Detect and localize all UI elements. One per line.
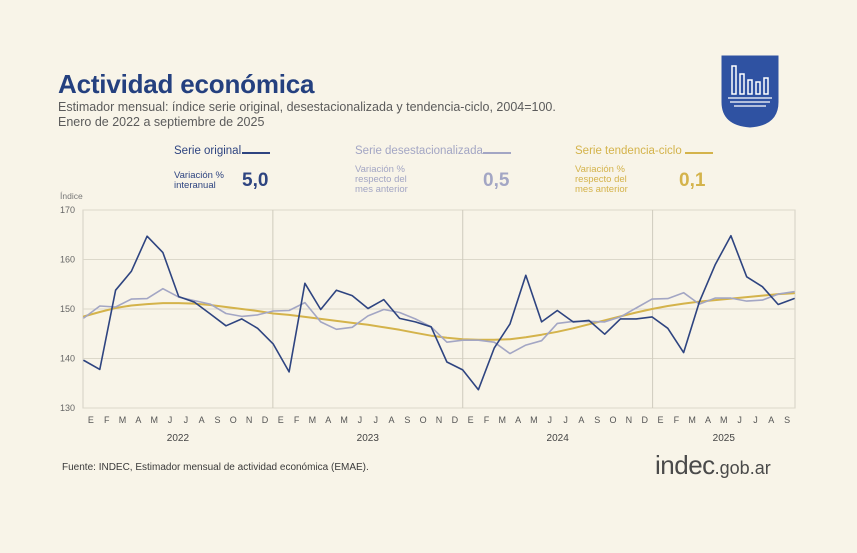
x-tick-label: J [168, 415, 173, 425]
plot-frame [82, 209, 796, 409]
legend-tendencia-desc: Variación % respecto del mes anterior [575, 164, 628, 195]
series-line-original [83, 234, 795, 391]
legend-desest-desc: Variación % respecto del mes anterior [355, 164, 408, 195]
x-tick-label: A [325, 415, 331, 425]
x-tick-label: D [262, 415, 269, 425]
series-line-tendencia [83, 292, 795, 341]
x-tick-label: M [119, 415, 127, 425]
x-tick-label: O [610, 415, 617, 425]
legend-tendencia-swatch [685, 152, 713, 154]
x-tick-label: N [436, 415, 443, 425]
x-tick-label: S [784, 415, 790, 425]
page-subtitle: Estimador mensual: índice serie original… [58, 100, 556, 130]
x-tick-label: D [452, 415, 459, 425]
legend-desest-value: 0,5 [483, 170, 510, 191]
x-tick-label: N [246, 415, 253, 425]
bar-chart-shield-icon [720, 54, 780, 129]
x-tick-label: A [135, 415, 141, 425]
legend-tendencia-name: Serie tendencia-ciclo [575, 145, 682, 157]
indec-brand: indec.gob.ar [655, 450, 771, 481]
x-tick-label: J [563, 415, 568, 425]
x-tick-label: F [674, 415, 680, 425]
x-tick-label: J [548, 415, 553, 425]
x-tick-label: J [737, 415, 742, 425]
subtitle-line-2: Enero de 2022 a septiembre de 2025 [58, 115, 265, 129]
x-tick-label: A [578, 415, 584, 425]
x-tick-label: F [104, 415, 110, 425]
x-tick-label: M [530, 415, 538, 425]
y-axis-label: Índice [60, 191, 83, 201]
x-tick-label: J [184, 415, 189, 425]
x-tick-label: M [688, 415, 696, 425]
x-tick-label: J [753, 415, 758, 425]
year-labels: 2022 2023 2024 2025 [167, 433, 736, 444]
x-tick-label: S [214, 415, 220, 425]
x-tick-label: M [499, 415, 507, 425]
x-tick-label: A [389, 415, 395, 425]
x-tick-label: J [373, 415, 378, 425]
x-tick-label: S [594, 415, 600, 425]
x-tick-label: M [309, 415, 317, 425]
x-tick-label: E [468, 415, 474, 425]
x-tick-label: M [720, 415, 728, 425]
year-label: 2025 [713, 433, 736, 444]
legend-desest-name: Serie desestacionalizada [355, 145, 483, 157]
legend-desest-swatch [483, 152, 511, 154]
x-tick-label: A [768, 415, 774, 425]
year-label: 2023 [357, 433, 380, 444]
legend-original-desc: Variación % interanual [174, 170, 224, 191]
x-tick-label: E [278, 415, 284, 425]
x-tick-label: D [641, 415, 648, 425]
x-tick-label: A [705, 415, 711, 425]
legend-original-value: 5,0 [242, 170, 269, 191]
source-note: Fuente: INDEC, Estimador mensual de acti… [62, 462, 369, 473]
x-tick-label: J [358, 415, 363, 425]
x-tick-label: E [88, 415, 94, 425]
x-tick-label: M [340, 415, 348, 425]
year-label: 2024 [547, 433, 570, 444]
grid [82, 209, 796, 409]
y-tick-labels: 130 140 150 160 170 [60, 205, 75, 413]
subtitle-line-1: Estimador mensual: índice serie original… [58, 100, 556, 114]
x-tick-label: S [404, 415, 410, 425]
series-line-desest [83, 287, 795, 355]
x-tick-label: F [294, 415, 300, 425]
legend-original-swatch [242, 152, 270, 154]
brand-suffix: .gob.ar [714, 458, 771, 478]
legend-tendencia-value: 0,1 [679, 170, 706, 191]
x-tick-label: A [199, 415, 205, 425]
brand-main: indec [655, 450, 715, 480]
x-tick-label: F [484, 415, 490, 425]
x-tick-label: N [626, 415, 633, 425]
x-tick-label: E [658, 415, 664, 425]
series [83, 234, 795, 391]
y-tick-label: 170 [60, 205, 75, 215]
x-tick-label: A [515, 415, 521, 425]
y-tick-label: 140 [60, 354, 75, 364]
x-tick-label: O [420, 415, 427, 425]
y-tick-label: 150 [60, 304, 75, 314]
x-tick-label: M [150, 415, 158, 425]
page-title: Actividad económica [58, 69, 315, 99]
x-tick-label: O [230, 415, 237, 425]
y-tick-label: 160 [60, 255, 75, 265]
legend-original-name: Serie original [174, 145, 242, 157]
y-tick-label: 130 [60, 403, 75, 413]
year-label: 2022 [167, 433, 190, 444]
